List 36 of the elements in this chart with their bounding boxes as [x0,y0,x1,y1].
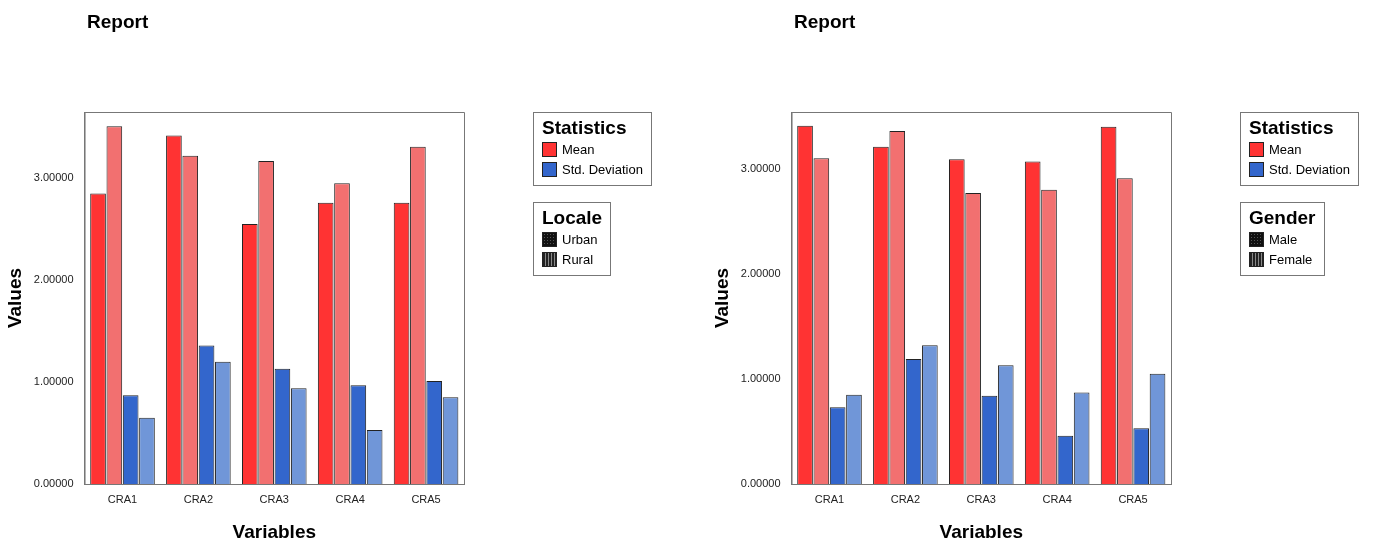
x-tick-label: CRA3 [259,492,289,505]
legend-label: Std. Deviation [1269,161,1350,177]
text: Male [1269,231,1298,247]
text: Rural [562,251,594,267]
x-tick-label: CRA1 [107,492,138,505]
x-tick-label: CRA3 [966,492,996,505]
y-tick-label: 0.00000 [740,477,781,490]
x-tick-label: CRA2 [890,492,921,505]
text: Female [1269,251,1313,267]
y-axis-title: Values [3,267,25,329]
y-axis-title: Values [710,267,732,329]
legend-title: Statistics [1249,117,1335,139]
legend-label: Mean [1269,141,1302,157]
x-tick-label: CRA2 [183,492,214,505]
text: Locale [542,207,603,229]
y-tick-label: 0.00000 [33,477,74,490]
text: Urban [562,231,598,247]
y-tick-label: 2.00000 [33,273,74,286]
chart-title: Report [87,11,149,33]
x-axis-title: Variables [939,520,1024,542]
y-tick-label: 1.00000 [740,371,781,384]
chart-title: Report [794,11,856,33]
x-tick-label: CRA5 [411,492,441,505]
y-tick-label: 3.00000 [33,171,74,184]
x-tick-label: CRA4 [335,492,365,505]
text: Gender [1249,207,1316,229]
legend-label: Mean [562,141,595,157]
legend-label: Std. Deviation [562,161,643,177]
legend-title: Statistics [542,117,628,139]
y-tick-label: 2.00000 [740,266,781,279]
y-tick-label: 1.00000 [33,375,74,388]
x-tick-label: CRA5 [1118,492,1148,505]
x-axis-title: Variables [232,520,317,542]
y-tick-label: 3.00000 [740,161,781,174]
x-tick-label: CRA4 [1042,492,1072,505]
x-tick-label: CRA1 [814,492,845,505]
